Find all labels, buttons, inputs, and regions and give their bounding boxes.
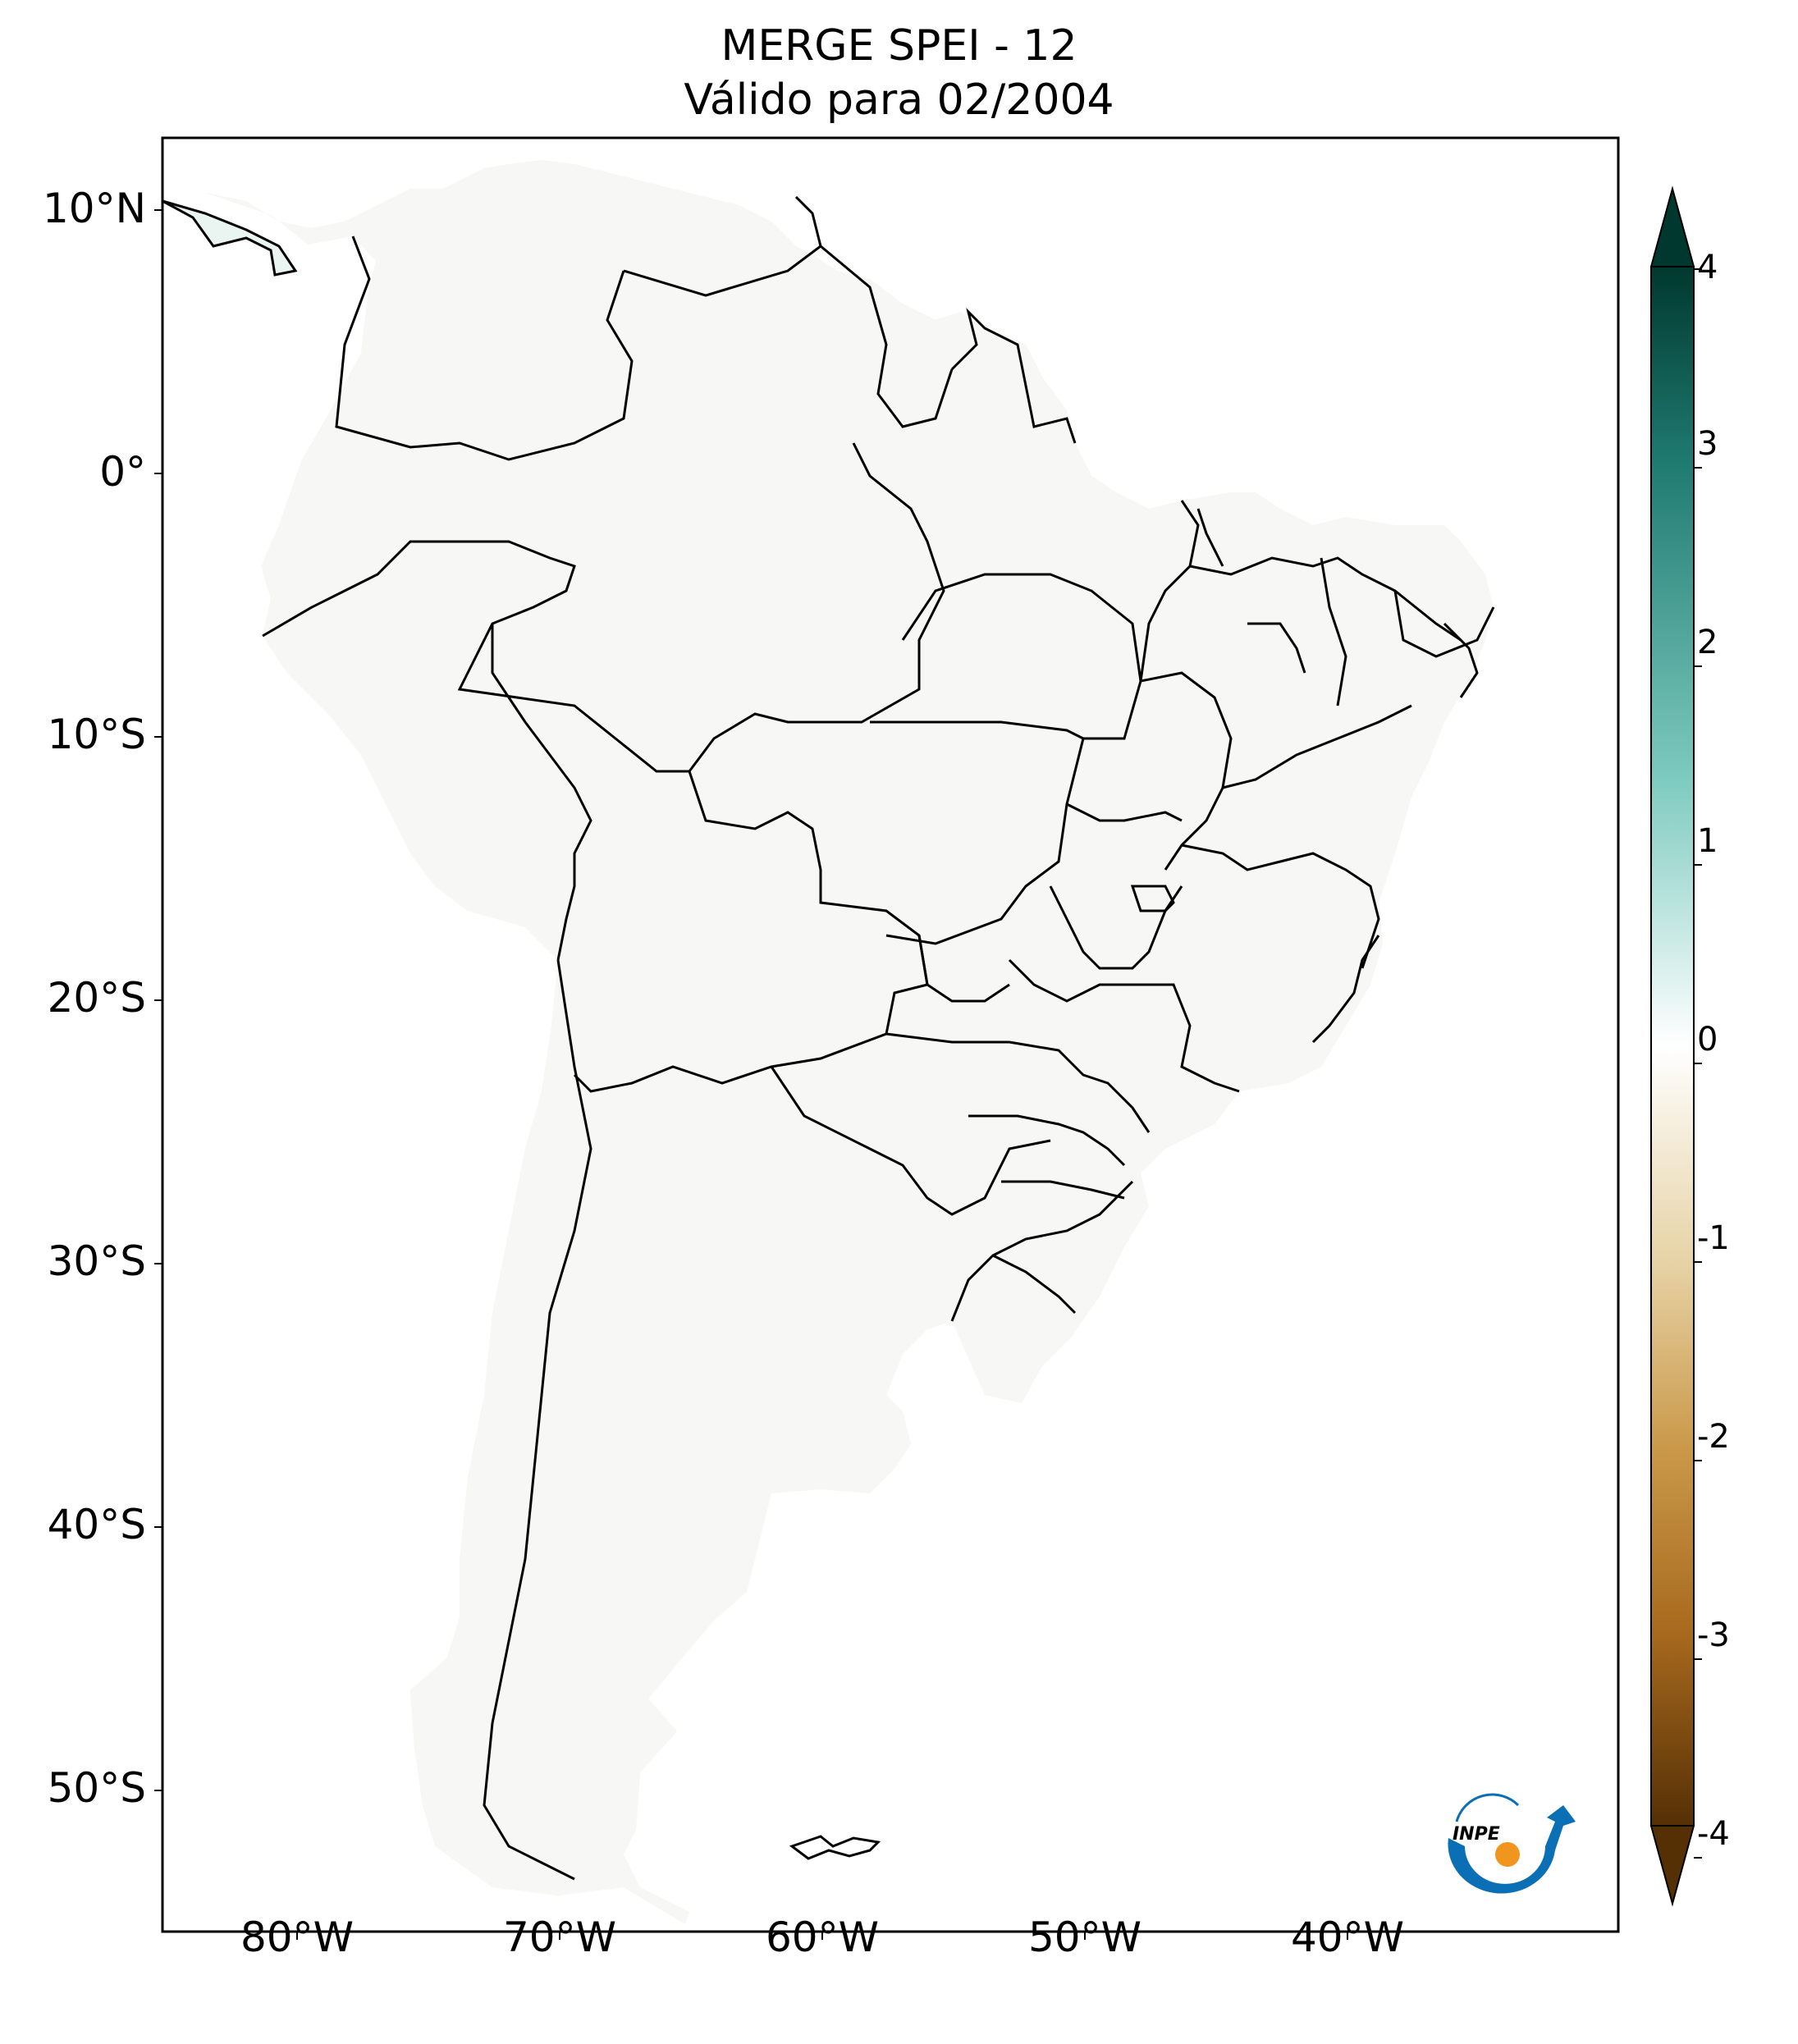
state-border-5: [1140, 671, 1233, 871]
state-border-16: [992, 1254, 1077, 1315]
colorbar-tick-label: -3: [1697, 1616, 1730, 1654]
lon-tick-label: 50°W: [1027, 1914, 1142, 1961]
colorbar-tick-label: -2: [1697, 1418, 1730, 1456]
lon-tick-label: 70°W: [502, 1914, 617, 1961]
colorbar-tick-label: 0: [1697, 1021, 1718, 1059]
state-border-20: [1443, 622, 1479, 698]
state-border-9: [1181, 844, 1380, 969]
colorbar-body: [1650, 266, 1695, 1827]
state-border-6: [1222, 704, 1412, 789]
colorbar-lower-extend: [1649, 1825, 1695, 1907]
state-border-17: [1311, 935, 1380, 1044]
border-suriname: [950, 308, 1077, 444]
logo-arc-thin: [1455, 1793, 1520, 1822]
colorbar: [1649, 185, 1702, 1907]
lat-tick-label: 20°S: [47, 974, 146, 1022]
central-america: [162, 199, 298, 277]
state-border-8: [1393, 590, 1495, 658]
lat-tick-label: 10°S: [47, 711, 146, 758]
state-border-7: [1320, 557, 1347, 706]
border-venezuela: [623, 195, 822, 297]
border-colombia: [335, 235, 634, 461]
lon-tick-label: 60°W: [765, 1914, 880, 1961]
state-border-4: [1189, 556, 1462, 642]
lat-tick-label: 30°S: [47, 1237, 146, 1285]
colorbar-tick-label: 1: [1697, 822, 1718, 860]
border-uruguay: [950, 1180, 1134, 1322]
lat-tick-label: 0°: [99, 448, 146, 496]
border-peru-brazil: [262, 442, 945, 773]
state-border-2: [885, 573, 1142, 945]
lat-tick-label: 40°S: [47, 1501, 146, 1548]
lon-tick-label: 80°W: [240, 1914, 355, 1961]
colorbar-tick-label: 4: [1697, 249, 1718, 286]
colorbar-tick-label: -4: [1697, 1815, 1730, 1853]
state-border-15: [1001, 1180, 1125, 1200]
state-border-18: [1066, 803, 1183, 822]
lat-tick-label: 50°S: [47, 1764, 146, 1812]
logo-dot: [1495, 1842, 1520, 1867]
map-subtitle: Válido para 02/2004: [684, 75, 1114, 125]
colorbar-tick-label: 3: [1697, 425, 1718, 463]
state-border-3: [1139, 500, 1200, 682]
state-border-11: [1008, 958, 1240, 1093]
border-chile-argentina: [483, 959, 592, 1881]
colorbar-tick-label: 2: [1697, 624, 1718, 661]
border-paraguay: [770, 1066, 1051, 1216]
state-border-10: [1049, 885, 1183, 970]
state-border-13: [885, 1032, 1151, 1133]
state-border-12: [917, 935, 1010, 1003]
logo-swoosh: [1448, 1805, 1576, 1894]
colorbar-tick-label: -1: [1697, 1219, 1730, 1257]
falkland-islands: [789, 1835, 881, 1860]
colorbar-upper-extend: [1649, 185, 1695, 268]
inpe-logo: INPE: [1448, 1793, 1576, 1894]
state-border-21: [1196, 508, 1224, 567]
border-guyana: [820, 245, 954, 428]
map-title: MERGE SPEI - 12: [721, 21, 1077, 71]
state-border-19: [1247, 622, 1306, 674]
federal-district: [1130, 885, 1175, 912]
state-border-1: [870, 720, 1084, 740]
lon-tick-label: 40°W: [1290, 1914, 1405, 1961]
political-borders: [262, 195, 1495, 1881]
border-peru-bolivia: [491, 624, 592, 961]
state-border-14: [968, 1114, 1126, 1167]
logo-text: INPE: [1453, 1824, 1500, 1845]
lat-tick-label: 10°N: [42, 185, 146, 232]
